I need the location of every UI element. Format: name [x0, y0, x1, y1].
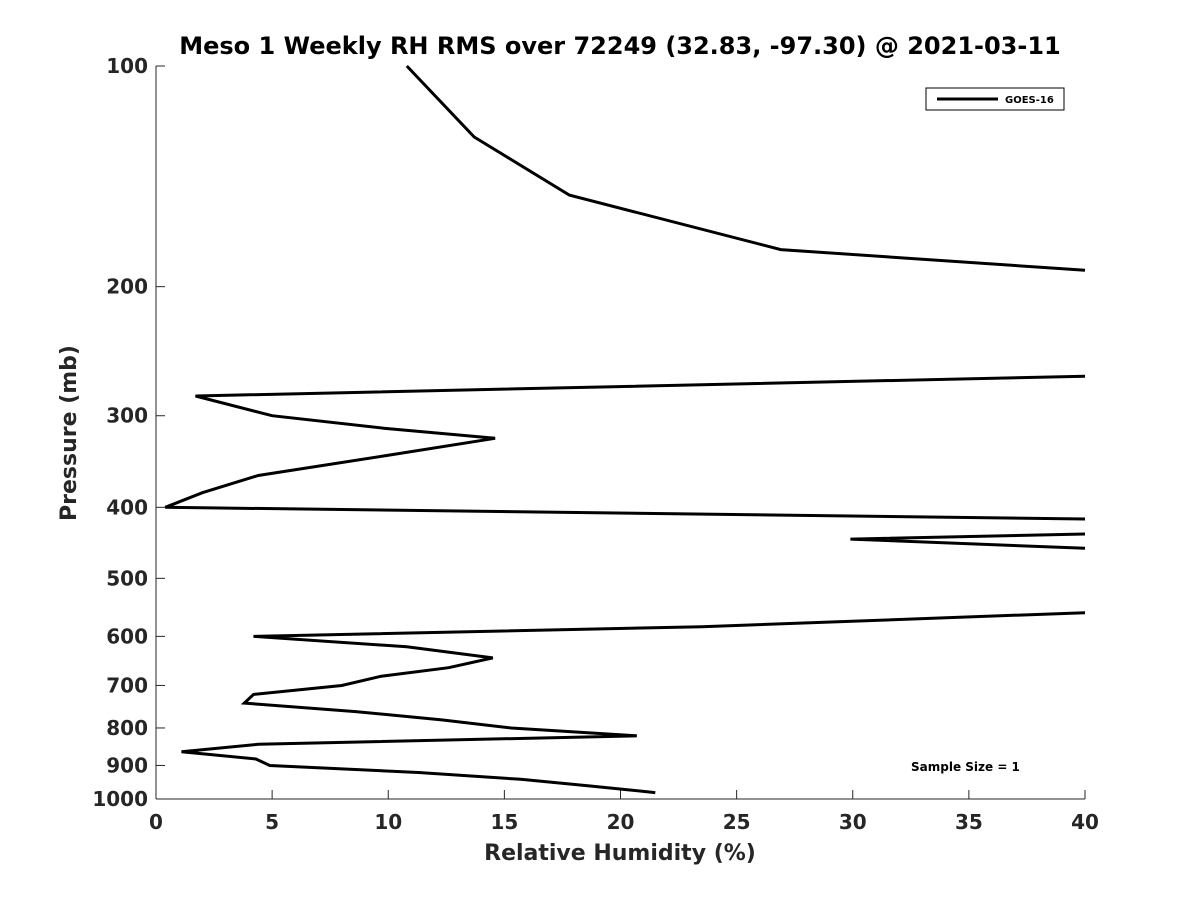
- y-tick-label: 900: [106, 753, 148, 777]
- series-line-goes-16: [164, 64, 1086, 795]
- x-axis-ticks: 0 5 10 15 20 25 30 35 40: [149, 790, 1099, 834]
- y-tick-label: 500: [106, 566, 148, 590]
- y-tick-label: 700: [106, 673, 148, 697]
- series-layer: [164, 64, 1086, 795]
- x-tick-label: 10: [374, 810, 402, 834]
- x-tick-label: 15: [490, 810, 518, 834]
- x-tick-label: 25: [723, 810, 751, 834]
- y-axis-label: Pressure (mb): [57, 345, 82, 521]
- legend: GOES-16: [925, 87, 1065, 111]
- x-tick-label: 35: [955, 810, 983, 834]
- y-tick-label: 200: [106, 275, 148, 299]
- x-axis-label: Relative Humidity (%): [484, 841, 756, 866]
- x-tick-label: 30: [839, 810, 867, 834]
- y-tick-label: 400: [106, 495, 148, 519]
- x-tick-label: 5: [265, 810, 279, 834]
- chart-title: Meso 1 Weekly RH RMS over 72249 (32.83, …: [179, 32, 1061, 60]
- x-tick-label: 0: [149, 810, 163, 834]
- sample-size-annotation: Sample Size = 1: [911, 760, 1020, 774]
- legend-label: GOES-16: [1005, 95, 1054, 106]
- y-tick-label: 1000: [92, 787, 148, 811]
- y-tick-label: 600: [106, 624, 148, 648]
- x-tick-label: 20: [607, 810, 635, 834]
- y-tick-label: 800: [106, 716, 148, 740]
- y-tick-label: 100: [106, 54, 148, 78]
- x-tick-label: 40: [1071, 810, 1099, 834]
- y-tick-label: 300: [106, 404, 148, 428]
- y-axis-ticks: 100 200 300 400 500 600 700 800 900 1000: [92, 54, 165, 811]
